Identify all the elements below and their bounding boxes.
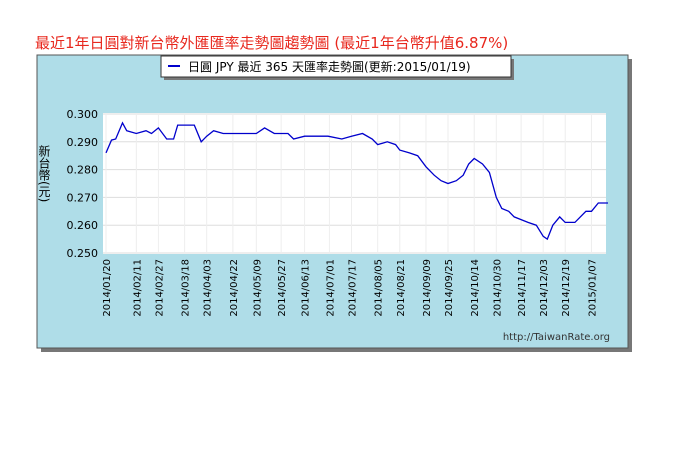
- x-tick-label: 2014/11/17: [517, 259, 528, 317]
- x-tick-label: 2014/10/30: [492, 259, 503, 317]
- legend: [160, 55, 512, 78]
- legend-label: 日圓 JPY 最近 365 天匯率走勢圖(更新:2015/01/19): [188, 59, 471, 74]
- x-tick-label: 2014/08/05: [374, 259, 385, 317]
- x-tick-label: 2014/04/22: [229, 259, 240, 317]
- x-tick-label: 2014/08/21: [396, 259, 407, 317]
- y-tick-label: 0.260: [67, 219, 99, 232]
- y-tick-label: 0.300: [67, 108, 99, 121]
- x-tick-label: 2014/12/03: [539, 259, 550, 317]
- y-tick-label: 0.250: [67, 247, 99, 260]
- x-tick-label: 2014/03/18: [181, 259, 192, 317]
- x-tick-label: 2014/07/17: [347, 259, 358, 317]
- y-tick-label: 0.280: [67, 164, 99, 177]
- x-tick-label: 2014/09/09: [422, 259, 433, 317]
- x-tick-label: 2014/07/01: [325, 259, 336, 317]
- chart-title: 最近1年日圓對新台幣外匯匯率走勢圖趨勢圖 (最近1年台幣升值6.87%): [35, 34, 508, 52]
- plot-area: [103, 113, 606, 254]
- x-tick-label: 2014/02/11: [132, 259, 143, 317]
- x-tick-label: 2015/01/07: [587, 259, 598, 317]
- series-line: [105, 121, 608, 241]
- x-tick-label: 2014/05/09: [252, 259, 263, 317]
- x-tick-label: 2014/09/25: [444, 259, 455, 317]
- x-tick-label: 2014/02/27: [154, 259, 165, 317]
- x-tick-label: 2014/04/03: [203, 259, 214, 317]
- y-axis-label: 新台幣(元): [37, 144, 51, 203]
- y-tick-label: 0.270: [67, 191, 99, 204]
- x-tick-label: 2014/06/13: [301, 259, 312, 317]
- x-tick-label: 2014/10/14: [470, 259, 481, 317]
- x-tick-label: 2014/01/20: [102, 259, 113, 317]
- x-tick-label: 2014/12/19: [561, 259, 572, 317]
- y-tick-label: 0.290: [67, 136, 99, 149]
- x-tick-label: 2014/05/27: [277, 259, 288, 317]
- watermark: http://TaiwanRate.org: [503, 332, 610, 343]
